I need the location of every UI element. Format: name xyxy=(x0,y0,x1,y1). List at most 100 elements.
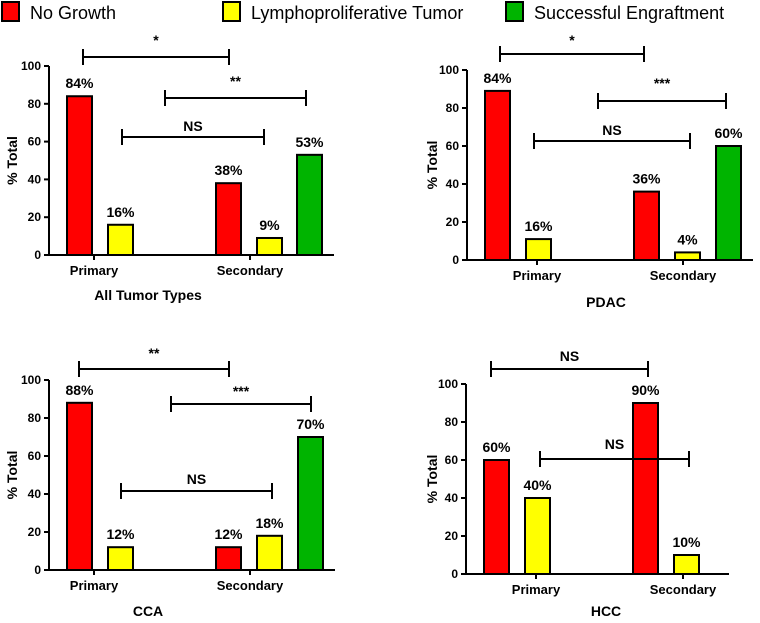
x-tick-label: Primary xyxy=(70,578,119,593)
significance-bracket: NS xyxy=(121,118,265,145)
y-tick-label: 40 xyxy=(446,177,460,191)
bar-pdac-secondary-2 xyxy=(715,145,742,261)
x-tick-label: Secondary xyxy=(217,263,284,278)
bar-all-tumor-types-secondary-0 xyxy=(215,182,242,256)
data-label: 53% xyxy=(295,134,324,150)
significance-label: *** xyxy=(233,383,250,399)
significance-label: *** xyxy=(654,75,671,91)
significance-bracket: NS xyxy=(490,348,649,377)
data-label: 36% xyxy=(632,171,661,187)
y-tick-label: 40 xyxy=(28,172,42,186)
y-tick-label: 80 xyxy=(445,415,459,429)
y-tick-label: 100 xyxy=(21,59,41,73)
bar-hcc-secondary-1 xyxy=(673,554,700,575)
y-tick-label: 20 xyxy=(446,215,460,229)
bar-cca-secondary-1 xyxy=(256,534,283,571)
data-label: 16% xyxy=(106,204,135,220)
legend-item-lymphoproliferative: Lymphoproliferative Tumor xyxy=(222,1,463,23)
data-label: 16% xyxy=(524,218,553,234)
y-tick-label: 0 xyxy=(34,248,41,262)
chart-all-tumor-types: 0 20 40 60 80 100 Primary Secondary % Total All T… xyxy=(4,32,334,303)
y-tick-label: 0 xyxy=(451,567,458,581)
bar-pdac-secondary-1 xyxy=(674,251,701,261)
bar-pdac-primary-1 xyxy=(525,238,552,262)
significance-bracket: * xyxy=(82,32,230,65)
significance-label: NS xyxy=(605,436,624,452)
bar-hcc-secondary-0 xyxy=(632,402,659,575)
legend-label-engraftment: Successful Engraftment xyxy=(534,3,724,23)
chart-hcc: 0 20 40 60 80 100 Primary Secondary % Total HCC 60… xyxy=(424,348,729,619)
significance-bracket: *** xyxy=(597,75,727,109)
bar-all-tumor-types-primary-1 xyxy=(107,223,134,256)
x-tick-label: Secondary xyxy=(650,582,717,597)
significance-bracket: ** xyxy=(78,345,230,377)
significance-label: NS xyxy=(187,471,206,487)
legend-label-lymphoproliferative: Lymphoproliferative Tumor xyxy=(251,3,463,23)
x-tick-label: Secondary xyxy=(650,268,717,283)
significance-label: NS xyxy=(560,348,579,364)
legend-swatch-lymphoproliferative xyxy=(222,1,241,22)
significance-bracket: NS xyxy=(120,471,273,499)
y-tick-label: 20 xyxy=(28,525,42,539)
y-tick-label: 40 xyxy=(445,491,459,505)
data-label: 12% xyxy=(106,526,135,542)
legend: No Growth Lymphoproliferative Tumor Succ… xyxy=(1,1,724,23)
significance-label: ** xyxy=(149,345,160,361)
data-label: 10% xyxy=(672,534,701,550)
significance-bracket: NS xyxy=(533,122,691,149)
data-label: 84% xyxy=(483,70,512,86)
y-tick-label: 80 xyxy=(28,97,42,111)
data-label: 90% xyxy=(631,382,660,398)
significance-bracket: *** xyxy=(170,383,312,412)
chart-title: CCA xyxy=(133,603,163,619)
significance-bracket: ** xyxy=(164,73,307,106)
data-label: 40% xyxy=(523,477,552,493)
y-axis-label: % Total xyxy=(4,451,20,500)
y-tick-label: 100 xyxy=(439,63,459,77)
y-tick-label: 60 xyxy=(445,453,459,467)
y-tick-label: 80 xyxy=(28,411,42,425)
data-label: 84% xyxy=(65,75,94,91)
bar-hcc-primary-1 xyxy=(524,497,551,575)
y-tick-label: 60 xyxy=(28,135,42,149)
y-axis-label: % Total xyxy=(424,141,440,190)
data-label: 18% xyxy=(255,515,284,531)
significance-label: * xyxy=(153,32,159,48)
data-label: 12% xyxy=(214,526,243,542)
y-tick-label: 100 xyxy=(438,377,458,391)
bar-all-tumor-types-primary-0 xyxy=(66,95,93,256)
y-tick-label: 0 xyxy=(452,253,459,267)
chart-title: HCC xyxy=(591,603,621,619)
data-label: 4% xyxy=(677,231,698,247)
y-axis-label: % Total xyxy=(4,136,20,185)
bar-all-tumor-types-secondary-1 xyxy=(256,236,283,257)
data-label: 38% xyxy=(214,162,243,178)
significance-label: NS xyxy=(602,122,621,138)
chart-pdac: 0 20 40 60 80 100 Primary Secondary % Total PDAC 8… xyxy=(424,32,753,310)
y-axis-label: % Total xyxy=(424,455,440,504)
y-tick-label: 20 xyxy=(28,210,42,224)
y-tick-label: 0 xyxy=(34,563,41,577)
legend-swatch-engraftment xyxy=(505,1,524,22)
bar-all-tumor-types-secondary-2 xyxy=(296,153,323,256)
bar-hcc-primary-0 xyxy=(483,459,510,575)
x-tick-label: Primary xyxy=(512,582,561,597)
bar-cca-secondary-0 xyxy=(215,546,242,572)
bar-pdac-primary-0 xyxy=(484,89,511,262)
legend-item-no-growth: No Growth xyxy=(1,1,116,23)
significance-bracket: NS xyxy=(539,436,690,467)
chart-cca: 0 20 40 60 80 100 Primary Secondary % Total CCA 88… xyxy=(4,345,335,619)
x-tick-label: Primary xyxy=(70,263,119,278)
bar-pdac-secondary-0 xyxy=(633,190,660,262)
bar-cca-secondary-2 xyxy=(297,436,324,571)
data-label: 60% xyxy=(714,125,743,141)
legend-item-engraftment: Successful Engraftment xyxy=(505,1,724,23)
significance-label: NS xyxy=(183,118,202,134)
x-tick-label: Primary xyxy=(513,268,562,283)
y-tick-label: 80 xyxy=(446,101,460,115)
y-tick-label: 40 xyxy=(28,487,42,501)
legend-swatch-no-growth xyxy=(1,1,20,22)
significance-bracket: * xyxy=(499,32,645,62)
legend-label-no-growth: No Growth xyxy=(30,3,116,23)
